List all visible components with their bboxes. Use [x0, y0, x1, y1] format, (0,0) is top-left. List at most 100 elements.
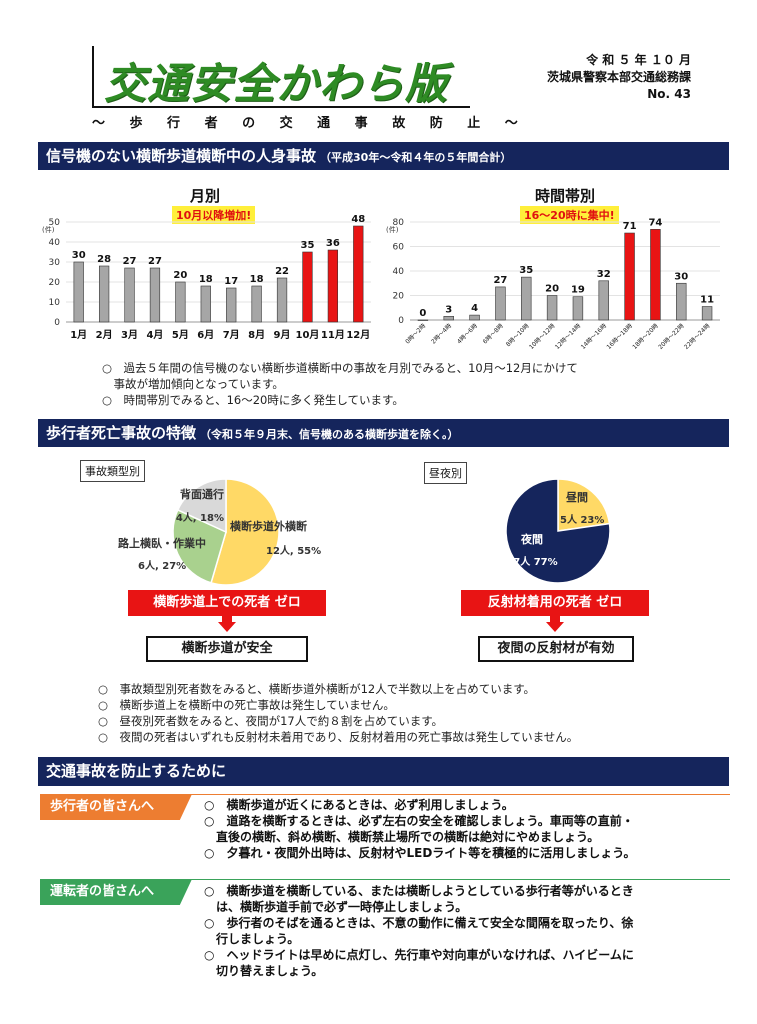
y-tick-label: 20: [393, 292, 405, 302]
pedestrian-advice: ○ 横断歩道が近くにあるときは、必ず利用しましょう。 ○ 道路を横断するときは、…: [204, 797, 636, 861]
accident-type-label: 事故類型別: [80, 460, 145, 482]
x-tick-label: 8時～10時: [504, 322, 530, 348]
x-tick-label: 16時～18時: [605, 322, 634, 351]
down-arrow-icon: [546, 616, 564, 632]
pedestrian-rule: [40, 794, 730, 795]
y-tick-label: 0: [54, 318, 60, 328]
accident-type-pie-chart: 横断歩道外横断 12人, 55% 路上横臥・作業中 6人, 27% 背面通行 4人, 18…: [118, 478, 321, 586]
data-label: 18: [199, 274, 213, 285]
pie-slice: [557, 478, 611, 532]
x-tick-label: 2時～4時: [429, 322, 453, 346]
advice-line: ○ 横断歩道を横断している、または横断しようとしている歩行者等がいるとき: [204, 884, 634, 898]
y-tick-label: 80: [393, 218, 405, 228]
section-heading-text: 歩行者死亡事故の特徴: [46, 424, 197, 442]
bar: [200, 285, 211, 323]
slice-value-label: 5人 23%: [560, 513, 604, 526]
data-label: 22: [275, 266, 289, 277]
issue-date: 令 和 ５ 年 １０ 月: [586, 53, 691, 67]
bar: [353, 225, 364, 323]
data-label: 74: [648, 217, 662, 228]
data-label: 18: [250, 274, 264, 285]
y-tick-label: 30: [49, 258, 61, 268]
advice-line: ○ 夕暮れ・夜間外出時は、反射材やLEDライト等を積極的に活用しましょう。: [204, 846, 636, 860]
y-tick-label: 40: [49, 238, 61, 248]
x-tick-label: 7月: [223, 329, 240, 341]
x-tick-label: 6時～8時: [481, 322, 505, 346]
data-label: 71: [623, 221, 637, 232]
data-label: 19: [571, 285, 585, 296]
data-label: 17: [224, 276, 238, 287]
advice-line: ○ 道路を横断するときは、必ず左右の安全を確認しましょう。車両等の直前・: [204, 814, 634, 828]
bar: [124, 267, 135, 323]
data-label: 32: [597, 269, 611, 280]
y-tick-label: 10: [49, 298, 61, 308]
issuing-org: 茨城県警察本部交通総務課: [546, 70, 691, 84]
advice-line: ○ ヘッドライトは早めに点灯し、先行車や対向車がいなければ、ハイビームに: [204, 948, 634, 962]
note-line: ○ 昼夜別死者数をみると、夜間が17人で約８割を占めています。: [98, 714, 444, 728]
issue-meta: 令 和 ５ 年 １０ 月 茨城県警察本部交通総務課 No. 43: [547, 52, 691, 103]
bar: [175, 281, 186, 323]
x-tick-label: 12月: [346, 329, 370, 341]
bar: [598, 280, 609, 321]
advice-line: は、横断歩道手前で必ず一時停止しましょう。: [204, 900, 468, 914]
section-heading-fatalities: 歩行者死亡事故の特徴 （令和５年９月末、信号機のある横断歩道を除く。）: [38, 419, 729, 447]
note-line: 事故が増加傾向となっています。: [102, 377, 284, 391]
slice-label: 路上横臥・作業中: [118, 536, 206, 550]
day-night-pie-chart: 昼間 5人 23% 夜間 17人 77%: [505, 478, 611, 584]
slice-label: 夜間: [520, 532, 543, 546]
x-tick-label: 12時～14時: [553, 322, 582, 351]
advice-line: 切り替えましょう。: [204, 964, 324, 978]
x-tick-label: 9月: [274, 329, 291, 341]
data-label: 27: [123, 256, 137, 267]
monthly-chart-title: 月別: [189, 187, 220, 205]
bar: [149, 267, 161, 323]
bar: [495, 286, 506, 321]
y-axis-unit: (件): [42, 225, 55, 234]
x-tick-label: 18時～20時: [631, 322, 660, 351]
section1-notes: ○ 過去５年間の信号機のない横断歩道横断中の事故を月別でみると、10月～12月に…: [102, 360, 578, 408]
hourly-chart-annotation: 16～20時に集中!: [520, 206, 619, 224]
hourly-chart-title: 時間帯別: [534, 187, 595, 205]
bar: [276, 277, 288, 323]
data-label: 35: [519, 265, 533, 276]
data-label: 27: [493, 275, 507, 286]
monthly-bar-chart: 0 10 20 30 40 50(件) 30 1月 28 2月 27 3月 27 4月 20 5月 18 6月 17…: [42, 214, 371, 341]
bar: [73, 261, 84, 323]
x-tick-label: 11月: [321, 329, 345, 341]
data-label: 3: [445, 304, 452, 315]
down-arrow-icon: [218, 616, 236, 632]
pie-slice: [172, 508, 227, 584]
data-label: 0: [419, 308, 426, 319]
data-label: 48: [351, 214, 365, 225]
bar: [98, 265, 110, 323]
x-tick-label: 1月: [70, 329, 87, 341]
driver-tab: 運転者の皆さんへ: [40, 879, 192, 905]
bar: [624, 232, 635, 321]
x-tick-label: 5月: [172, 329, 189, 341]
day-night-label: 昼夜別: [424, 462, 467, 484]
newsletter-title: 交通安全かわら版: [104, 59, 449, 108]
y-tick-label: 0: [398, 316, 404, 326]
note-line: ○ 過去５年間の信号機のない横断歩道横断中の事故を月別でみると、10月～12月に…: [102, 361, 578, 375]
pie-slice: [505, 478, 611, 584]
reflector-zero-banner: 反射材着用の死者 ゼロ: [461, 590, 649, 616]
slice-value-label: 12人, 55%: [266, 544, 321, 557]
data-label: 11: [700, 295, 714, 306]
data-label: 20: [545, 284, 559, 295]
section-heading-note: （平成30年～令和４年の５年間合計）: [320, 151, 512, 164]
data-label: 27: [148, 256, 162, 267]
title-rule-horizontal: [92, 106, 470, 108]
x-tick-label: 3月: [121, 329, 138, 341]
note-line: ○ 時間帯別でみると、16～20時に多く発生しています。: [102, 393, 404, 407]
newsletter-subtitle: ～ 歩 行 者 の 交 通 事 故 防 止 ～: [92, 116, 528, 131]
data-label: 30: [72, 250, 86, 261]
x-tick-label: 10時～12時: [527, 322, 556, 351]
slice-value-label: 6人, 27%: [138, 559, 186, 572]
bar: [676, 282, 687, 321]
bar: [469, 314, 480, 321]
note-line: ○ 事故類型別死者数をみると、横断歩道外横断が12人で半数以上を占めています。: [98, 682, 536, 696]
bar: [701, 306, 713, 321]
slice-label: 横断歩道外横断: [230, 519, 307, 533]
bar: [572, 296, 584, 321]
y-tick-label: 40: [393, 267, 405, 277]
